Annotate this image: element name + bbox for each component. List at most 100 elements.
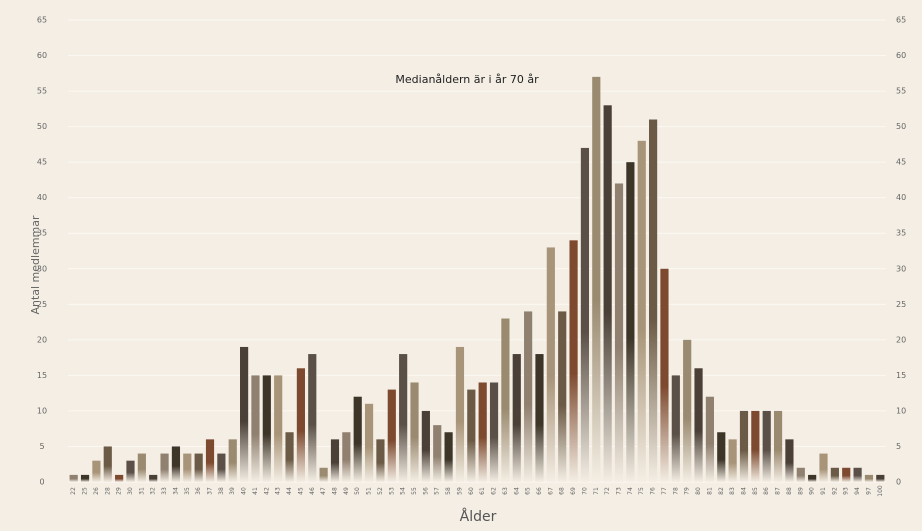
bar xyxy=(217,453,226,482)
x-tick-label: 40 xyxy=(241,487,248,495)
bar xyxy=(796,467,805,482)
x-tick-label: 45 xyxy=(297,487,304,495)
x-tick-label: 52 xyxy=(377,487,384,495)
x-tick-label: 51 xyxy=(366,487,373,495)
bar xyxy=(183,453,192,482)
x-tick-label: 77 xyxy=(661,487,668,495)
y2-tick-label: 45 xyxy=(896,158,906,167)
bar xyxy=(387,389,396,482)
bar xyxy=(558,311,567,482)
bar xyxy=(399,354,408,482)
x-tick-label: 60 xyxy=(468,487,475,495)
y-tick-label: 60 xyxy=(37,51,47,60)
x-tick-label: 63 xyxy=(502,487,509,495)
x-tick-label: 76 xyxy=(650,487,657,495)
bar xyxy=(160,453,169,482)
y2-tick-label: 20 xyxy=(896,335,906,344)
bar xyxy=(751,410,760,482)
bar xyxy=(364,403,374,482)
bar xyxy=(853,467,862,482)
bar xyxy=(296,368,305,482)
x-tick-label: 68 xyxy=(559,487,566,495)
x-tick-label: 72 xyxy=(604,487,611,495)
x-tick-label: 49 xyxy=(343,487,350,495)
y2-tick-label: 40 xyxy=(896,193,906,202)
bar xyxy=(137,453,146,482)
bar xyxy=(569,240,578,482)
y2-tick-label: 5 xyxy=(896,442,901,451)
x-tick-label: 100 xyxy=(877,485,884,497)
x-tick-label: 46 xyxy=(309,487,316,495)
bar xyxy=(467,389,476,482)
bar xyxy=(353,396,362,482)
x-tick-label: 89 xyxy=(797,487,804,495)
bar xyxy=(683,339,692,482)
y2-tick-label: 30 xyxy=(896,264,906,273)
y-axis-label: Antal medlemmar xyxy=(29,215,42,315)
bar xyxy=(410,382,419,482)
bar xyxy=(773,410,783,482)
bar xyxy=(546,247,555,482)
x-tick-label: 61 xyxy=(479,487,486,495)
x-tick-label: 28 xyxy=(104,487,111,495)
bar xyxy=(205,439,215,482)
y-tick-label: 55 xyxy=(37,87,47,96)
x-tick-label: 58 xyxy=(445,487,452,495)
x-tick-label: 55 xyxy=(411,487,418,495)
bar xyxy=(251,375,260,482)
bar xyxy=(194,453,203,482)
bar xyxy=(785,439,794,482)
y-tick-label: 30 xyxy=(37,264,47,273)
x-tick-label: 90 xyxy=(809,487,816,495)
y2-tick-label: 0 xyxy=(896,478,901,487)
bar xyxy=(603,105,612,483)
x-tick-label: 38 xyxy=(218,487,225,495)
bar xyxy=(626,162,635,482)
x-tick-label: 67 xyxy=(547,487,554,495)
x-axis-label: Ålder xyxy=(460,508,497,525)
bar xyxy=(830,467,839,482)
bar xyxy=(444,432,453,482)
x-tick-label: 25 xyxy=(82,487,89,495)
bar xyxy=(637,140,646,483)
y2-tick-label: 60 xyxy=(896,51,906,60)
bar xyxy=(308,354,317,482)
x-tick-label: 88 xyxy=(786,487,793,495)
y-tick-label: 5 xyxy=(39,442,44,451)
bar xyxy=(228,439,237,482)
bar xyxy=(512,354,521,482)
x-tick-label: 22 xyxy=(70,487,77,495)
x-tick-label: 50 xyxy=(354,487,361,495)
bar xyxy=(342,432,351,482)
bar xyxy=(478,382,487,482)
y-tick-label: 15 xyxy=(37,371,47,380)
bar xyxy=(762,410,771,482)
y2-tick-label: 10 xyxy=(896,406,906,415)
x-tick-label: 62 xyxy=(491,487,498,495)
x-tick-label: 30 xyxy=(127,487,134,495)
x-tick-label: 56 xyxy=(422,487,429,495)
bar xyxy=(262,375,271,482)
x-tick-label: 87 xyxy=(775,487,782,495)
y-tick-label: 0 xyxy=(39,478,44,487)
x-tick-label: 83 xyxy=(729,487,736,495)
x-tick-label: 71 xyxy=(593,487,600,495)
x-tick-label: 85 xyxy=(752,487,759,495)
x-tick-label: 54 xyxy=(400,487,407,495)
bar xyxy=(455,346,465,482)
x-tick-label: 42 xyxy=(263,487,270,495)
bar xyxy=(433,425,442,482)
x-tick-label: 97 xyxy=(865,487,872,495)
x-tick-label: 79 xyxy=(684,487,691,495)
x-tick-label: 91 xyxy=(820,487,827,495)
bar xyxy=(501,318,510,482)
bar xyxy=(274,375,283,482)
x-tick-label: 81 xyxy=(706,487,713,495)
x-tick-label: 65 xyxy=(525,487,532,495)
x-tick-label: 92 xyxy=(831,487,838,495)
y-tick-label: 65 xyxy=(37,16,47,25)
x-tick-label: 29 xyxy=(116,487,123,495)
y2-tick-label: 35 xyxy=(896,229,906,238)
bar xyxy=(705,396,714,482)
x-tick-label: 82 xyxy=(718,487,725,495)
